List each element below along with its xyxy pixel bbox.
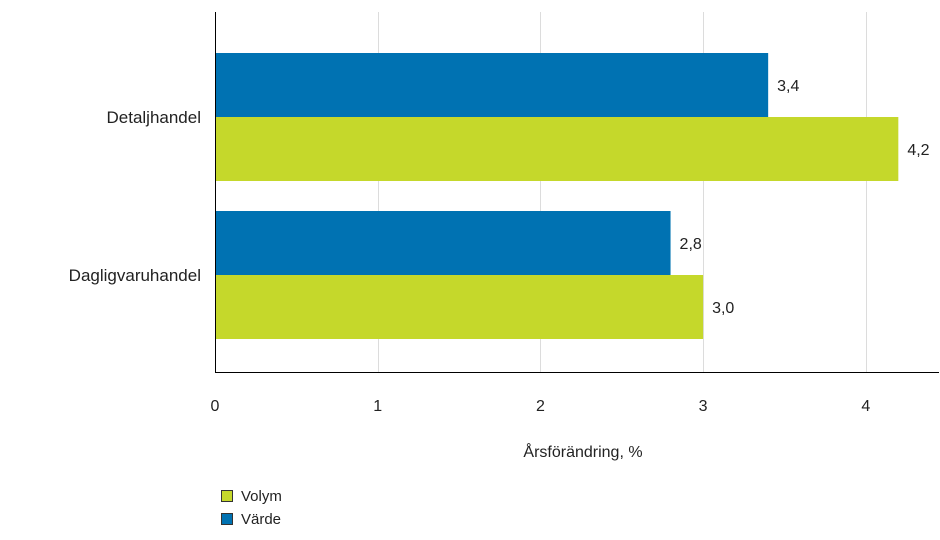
legend-swatch-volym xyxy=(221,490,233,502)
legend: Volym Värde xyxy=(221,486,282,532)
data-label-1-0: 4,2 xyxy=(907,142,929,159)
bars xyxy=(216,53,899,339)
data-label-1-1: 3,0 xyxy=(712,300,734,317)
axes xyxy=(215,12,939,373)
x-axis-title: Årsförändring, % xyxy=(523,442,642,461)
legend-label-varde: Värde xyxy=(241,510,282,528)
legend-label-volym: Volym xyxy=(241,487,282,505)
y-tick-label-1: Dagligvaruhandel xyxy=(69,266,201,285)
x-tick-label-0: 0 xyxy=(211,398,220,415)
labels: 0 1 2 3 4 Detaljhandel 3,4 4,2 Dagligvaruhandel 2… xyxy=(69,78,930,415)
bar-0-1 xyxy=(216,211,671,275)
x-tick-label-3: 3 xyxy=(699,398,708,415)
legend-item-volym: Volym xyxy=(221,486,282,506)
bar-0-0 xyxy=(216,53,769,117)
legend-item-varde: Värde xyxy=(221,509,282,529)
y-tick-label-0: Detaljhandel xyxy=(106,108,201,127)
x-tick-label-1: 1 xyxy=(373,398,382,415)
data-label-0-0: 3,4 xyxy=(777,78,799,95)
legend-swatch-varde xyxy=(221,513,233,525)
bar-1-1 xyxy=(216,275,704,339)
bar-1-0 xyxy=(216,117,899,181)
data-label-0-1: 2,8 xyxy=(680,236,702,253)
x-tick-label-4: 4 xyxy=(861,398,870,415)
x-tick-label-2: 2 xyxy=(536,398,545,415)
